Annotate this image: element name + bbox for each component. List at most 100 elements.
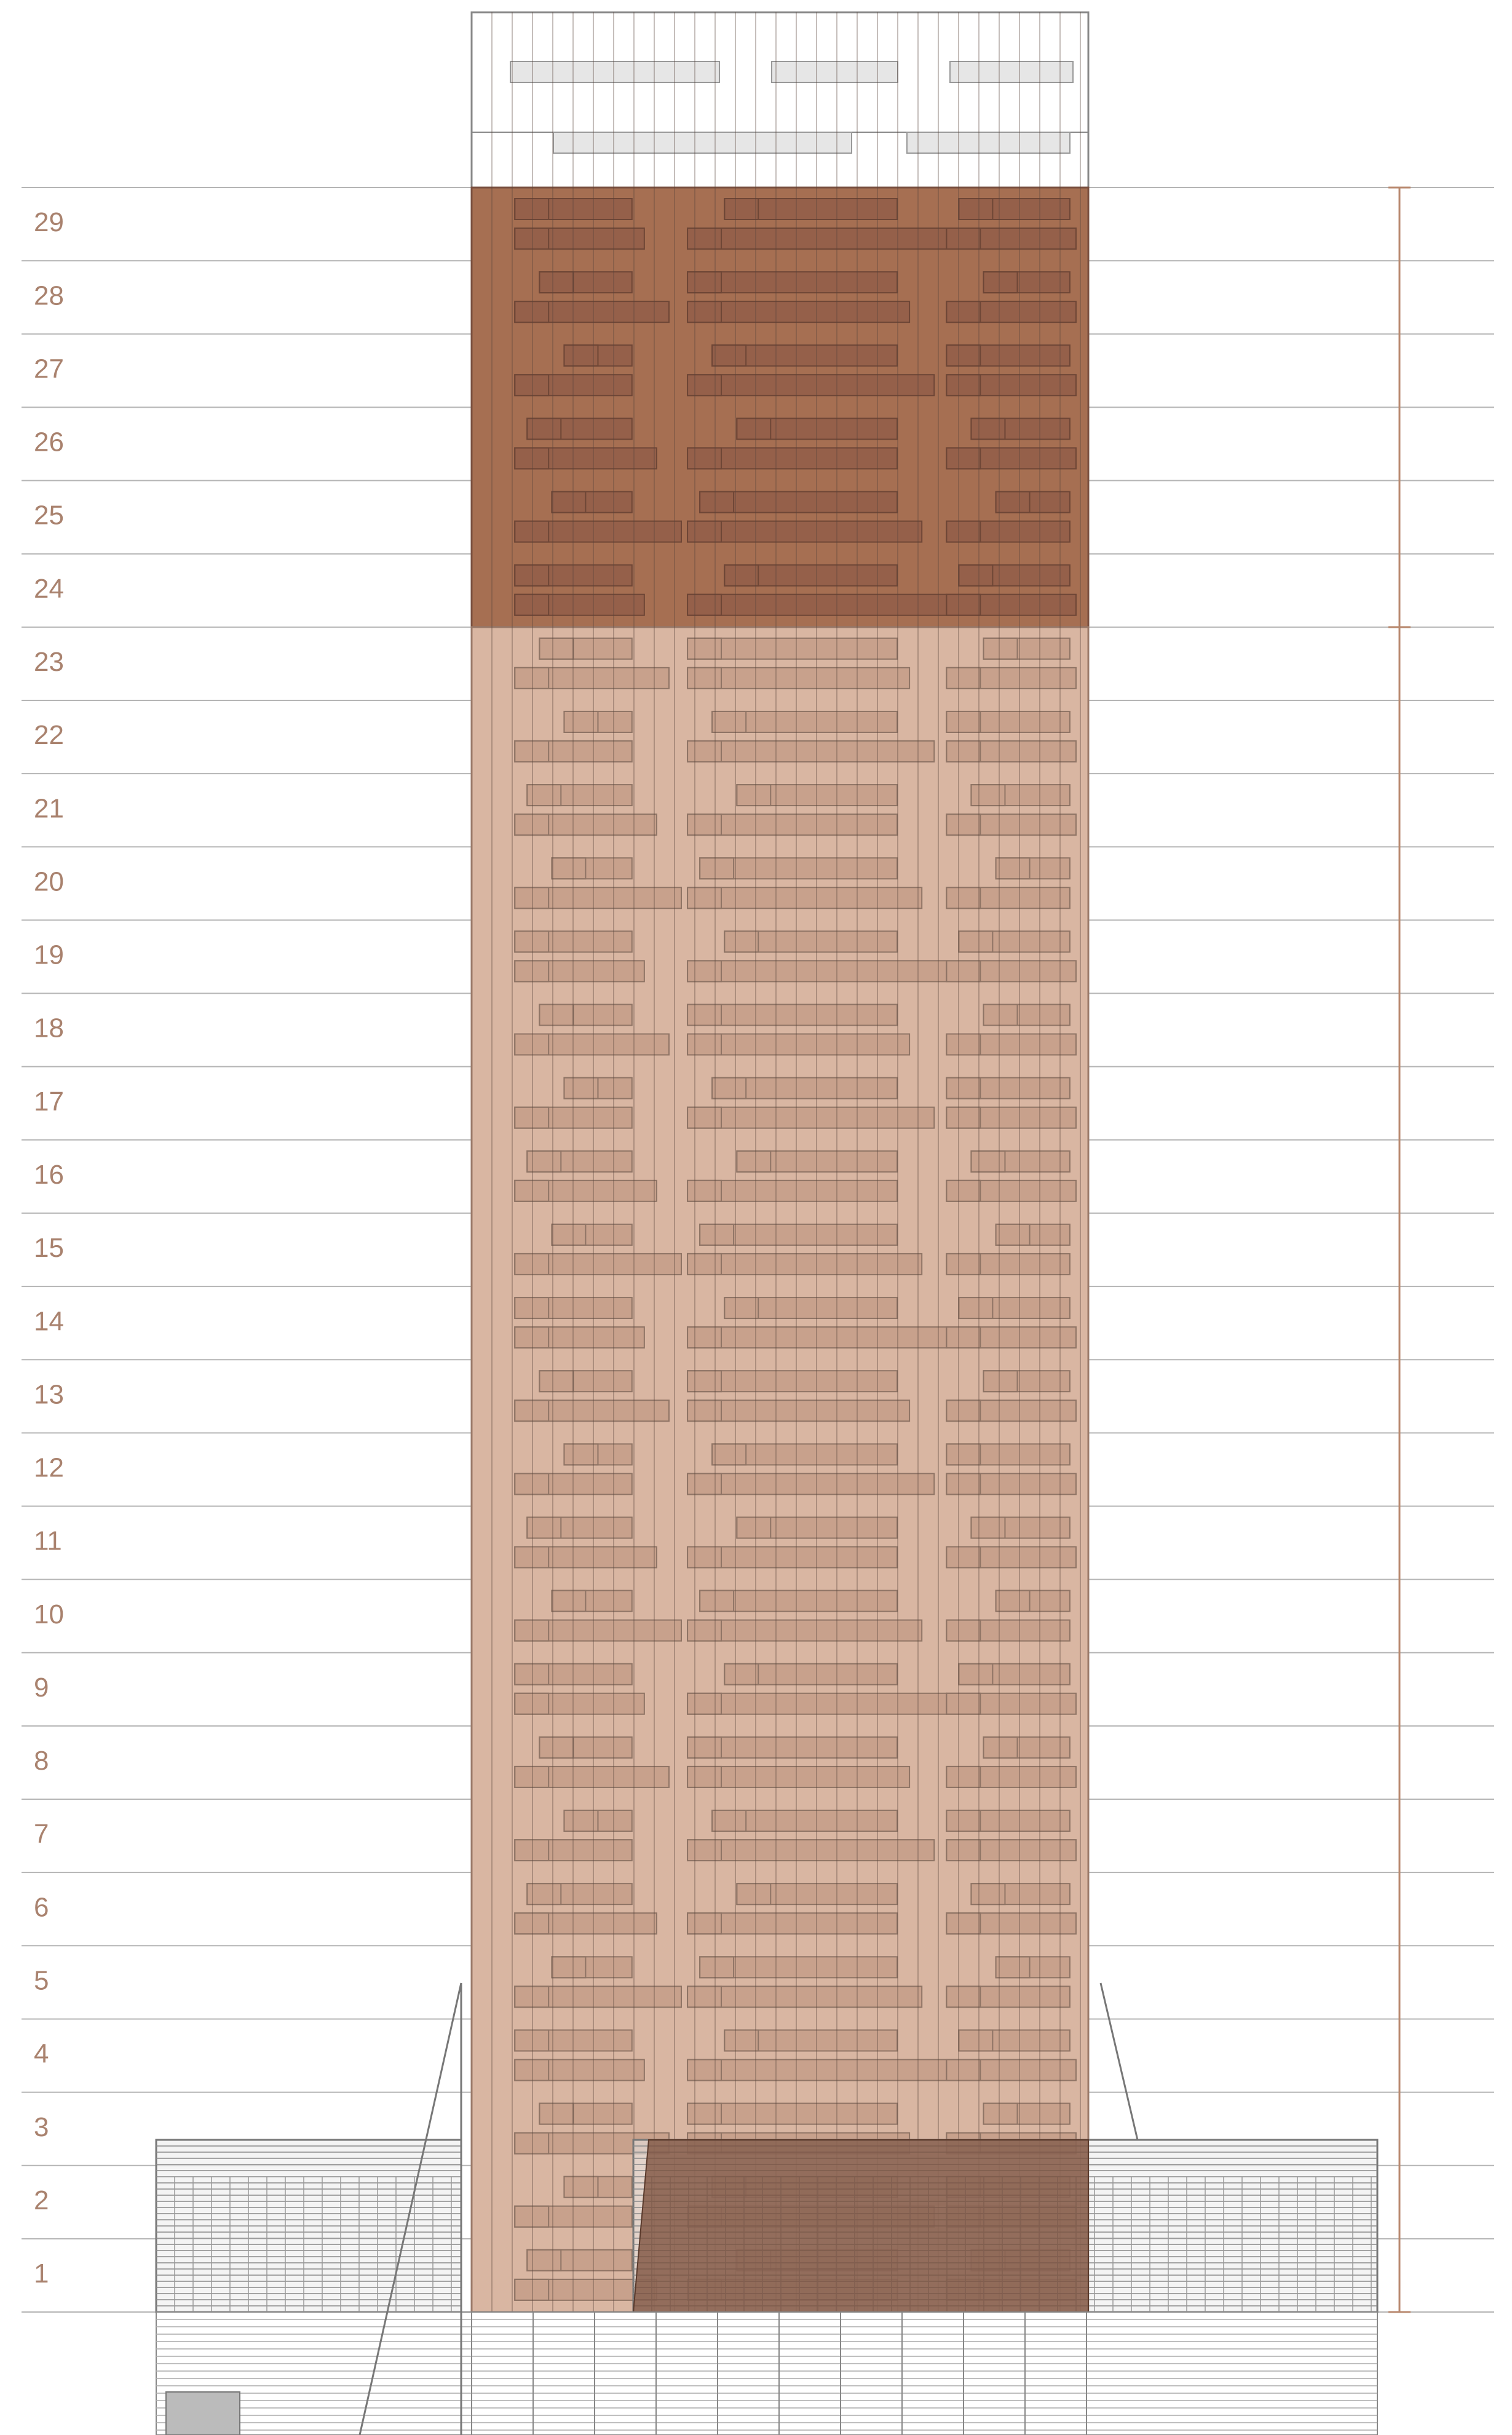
floor-label: 13	[34, 1379, 64, 1409]
window-band	[515, 301, 669, 322]
floor-label: 20	[34, 866, 64, 897]
window-band	[552, 1224, 631, 1245]
window-band	[515, 595, 644, 616]
window-band	[724, 199, 897, 220]
crown-panel	[510, 61, 719, 82]
floor-label: 12	[34, 1453, 64, 1483]
window-band	[983, 638, 1069, 659]
window-band	[959, 199, 1070, 220]
window-band	[946, 1620, 1070, 1641]
window-band	[700, 1957, 897, 1978]
floor-label: 11	[34, 1526, 62, 1556]
window-band	[946, 668, 1076, 689]
floor-label: 23	[34, 647, 64, 677]
window-band	[527, 2250, 632, 2271]
window-band	[946, 595, 1076, 616]
floor-label: 17	[34, 1087, 64, 1117]
window-band	[552, 1591, 631, 1612]
window-band	[515, 960, 644, 981]
window-band	[996, 1224, 1070, 1245]
window-band	[971, 785, 1069, 806]
floor-label: 22	[34, 720, 64, 750]
window-band	[946, 1913, 1076, 1934]
window-band	[687, 1620, 922, 1641]
window-band	[687, 1546, 897, 1567]
window-band	[687, 1737, 897, 1758]
window-band	[687, 521, 922, 542]
window-band	[724, 1664, 897, 1685]
window-band	[700, 1224, 897, 1245]
floor-label: 5	[34, 1966, 49, 1996]
window-band	[959, 931, 1070, 952]
elevation-drawing: 2928272625242322212019181716151413121110…	[0, 0, 1512, 2435]
window-band	[946, 741, 1076, 762]
floor-label: 28	[34, 280, 64, 311]
floor-label: 21	[34, 793, 64, 823]
window-band	[527, 1517, 632, 1538]
window-band	[687, 814, 897, 835]
crown-panel	[907, 132, 1070, 153]
tower-upper	[472, 188, 1088, 627]
floor-label: 26	[34, 427, 64, 457]
window-band	[712, 711, 897, 732]
window-band	[687, 2104, 897, 2124]
window-band	[515, 1693, 644, 1714]
base	[156, 2312, 1377, 2435]
crown-panel	[553, 132, 852, 153]
window-band	[515, 1254, 681, 1275]
window-band	[946, 1181, 1076, 1202]
window-band	[946, 887, 1070, 908]
window-band	[527, 1151, 632, 1172]
window-band	[946, 1078, 1070, 1099]
window-band	[946, 1767, 1076, 1788]
window-band	[996, 858, 1070, 879]
floor-label: 15	[34, 1233, 64, 1263]
window-band	[712, 1810, 897, 1831]
window-band	[552, 858, 631, 879]
floor-label: 3	[34, 2112, 49, 2142]
floor-label: 4	[34, 2039, 49, 2069]
window-band	[946, 1693, 1076, 1714]
window-band	[946, 1986, 1070, 2007]
window-band	[946, 2059, 1076, 2080]
floor-label: 2	[34, 2185, 49, 2215]
window-band	[687, 1371, 897, 1392]
window-band	[946, 345, 1070, 366]
window-band	[515, 1327, 644, 1348]
window-band	[971, 1151, 1069, 1172]
window-band	[515, 1181, 657, 1202]
window-band	[946, 1810, 1070, 1831]
window-band	[983, 1371, 1069, 1392]
window-band	[946, 448, 1076, 469]
window-band	[515, 1620, 681, 1641]
base-door	[166, 2392, 240, 2435]
floor-label: 10	[34, 1599, 64, 1629]
window-band	[515, 1400, 669, 1421]
window-band	[971, 1883, 1069, 1904]
window-band	[946, 1444, 1070, 1465]
window-band	[946, 228, 1076, 249]
floor-label: 6	[34, 1892, 49, 1922]
window-band	[515, 814, 657, 835]
window-band	[515, 1913, 657, 1934]
floor-label: 18	[34, 1013, 64, 1043]
window-band	[515, 1767, 669, 1788]
window-band	[687, 272, 897, 293]
floor-label: 29	[34, 207, 64, 237]
window-band	[983, 1005, 1069, 1026]
window-band	[527, 785, 632, 806]
window-band	[687, 448, 897, 469]
window-band	[712, 345, 897, 366]
window-band	[983, 1737, 1069, 1758]
window-band	[996, 1591, 1070, 1612]
crown-panel	[950, 61, 1073, 82]
floor-label: 19	[34, 940, 64, 970]
window-band	[515, 1986, 681, 2007]
floor-label: 16	[34, 1160, 64, 1190]
window-band	[515, 668, 669, 689]
window-band	[724, 2030, 897, 2051]
window-band	[946, 1546, 1076, 1567]
window-band	[996, 1957, 1070, 1978]
window-band	[983, 2104, 1069, 2124]
window-band	[700, 492, 897, 513]
